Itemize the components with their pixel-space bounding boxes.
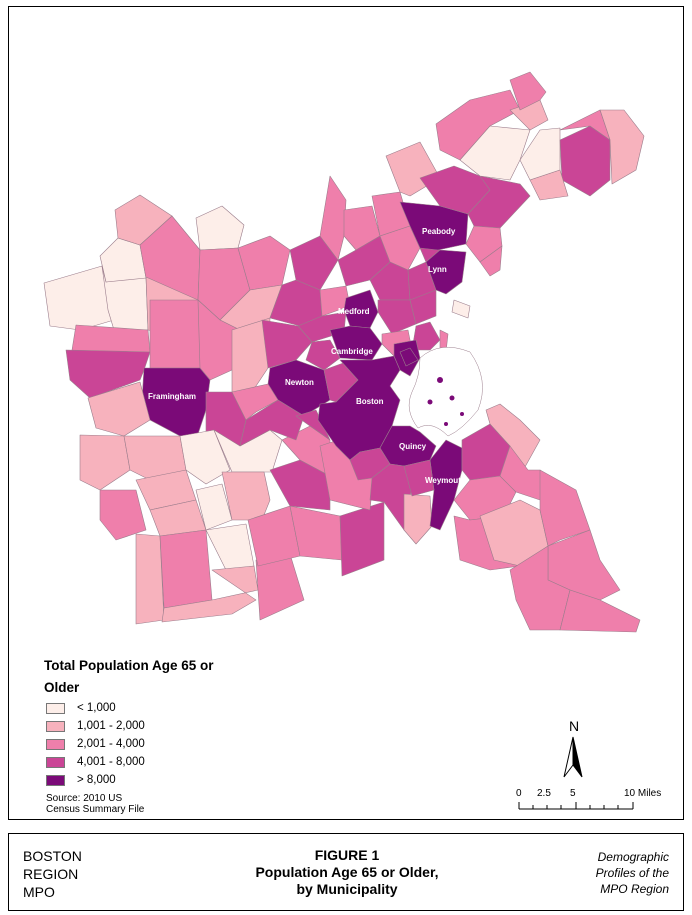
municipality	[403, 459, 435, 497]
legend-classes: < 1,000 1,001 - 2,000 2,001 - 4,000 4,001 -…	[34, 699, 254, 789]
municipality	[559, 589, 641, 633]
org-name: BOSTON REGION MPO	[23, 847, 133, 901]
municipality	[399, 347, 419, 367]
municipality	[451, 299, 471, 319]
scale-tick-label: 5	[570, 788, 576, 799]
subtitle-line: MPO Region	[600, 882, 669, 896]
org-line: REGION	[23, 866, 79, 882]
legend-label: 2,001 - 4,000	[77, 738, 145, 750]
municipality-framingham	[141, 367, 211, 441]
municipality	[195, 205, 245, 251]
municipality	[43, 265, 115, 331]
municipality	[377, 299, 417, 335]
label-medford: Medford	[338, 307, 370, 316]
municipality	[465, 225, 503, 263]
municipality	[239, 399, 305, 447]
municipality	[559, 125, 611, 197]
legend-row: 4,001 - 8,000	[46, 753, 254, 771]
legend-swatch	[46, 720, 65, 732]
legend-label: < 1,000	[77, 702, 116, 714]
municipality	[485, 403, 541, 477]
scale-tick-label: 0	[516, 788, 522, 799]
north-arrow-icon: N	[563, 719, 583, 778]
legend-row: < 1,000	[46, 699, 254, 717]
label-newton: Newton	[285, 378, 314, 387]
north-label: N	[569, 719, 579, 734]
harbor-island	[460, 412, 464, 416]
figure-title: FIGURE 1 Population Age 65 or Older, by …	[179, 847, 515, 898]
municipality	[403, 493, 433, 545]
legend-swatch	[46, 774, 65, 786]
municipality	[409, 289, 437, 325]
harbor-island	[444, 422, 448, 426]
legend-swatch	[46, 702, 65, 714]
source-note: Source: 2010 US Census Summary File	[46, 793, 206, 815]
scale-bar: 0 2.5 5 10 Miles	[516, 788, 661, 810]
municipality	[435, 89, 521, 161]
legend-swatch	[46, 756, 65, 768]
label-lynn: Lynn	[428, 265, 447, 274]
municipality	[159, 529, 213, 609]
municipality	[99, 489, 147, 541]
legend-label: > 8,000	[77, 774, 116, 786]
municipality	[135, 533, 165, 625]
municipality	[79, 434, 131, 491]
subtitle-line: Profiles of the	[595, 866, 669, 880]
legend-label: 1,001 - 2,000	[77, 720, 145, 732]
municipality	[289, 235, 339, 291]
municipality	[519, 127, 561, 181]
figure-title-line: Population Age 65 or Older,	[255, 864, 439, 880]
report-subtitle: Demographic Profiles of the MPO Region	[499, 849, 669, 897]
municipality	[539, 469, 591, 547]
label-cambridge: Cambridge	[331, 347, 373, 356]
figure-title-line: by Municipality	[296, 881, 398, 897]
legend-row: 2,001 - 4,000	[46, 735, 254, 753]
label-framingham: Framingham	[148, 392, 196, 401]
municipality	[205, 523, 255, 571]
org-line: MPO	[23, 884, 55, 900]
municipality	[237, 235, 291, 291]
label-weymouth: Weymouth	[425, 476, 466, 485]
label-peabody: Peabody	[422, 227, 456, 236]
municipality	[221, 471, 271, 521]
municipality	[479, 245, 503, 277]
scale-tick-label: 2.5	[537, 788, 551, 799]
legend-row: 1,001 - 2,000	[46, 717, 254, 735]
source-line: Source: 2010 US	[46, 793, 123, 804]
figure-number: FIGURE 1	[314, 847, 380, 863]
label-boston: Boston	[356, 397, 384, 406]
harbor-island	[427, 399, 433, 405]
map-legend: Total Population Age 65 or Older < 1,000…	[34, 655, 254, 815]
municipality	[509, 71, 547, 111]
label-quincy: Quincy	[399, 442, 427, 451]
harbor-island	[449, 395, 455, 401]
boston-harbor-water	[408, 346, 483, 437]
municipality	[529, 169, 569, 201]
municipality	[231, 383, 279, 421]
municipality	[339, 501, 385, 577]
municipality	[87, 381, 151, 437]
subtitle-line: Demographic	[597, 850, 669, 864]
legend-title: Total Population Age 65 or Older	[44, 658, 214, 695]
legend-row: > 8,000	[46, 771, 254, 789]
org-line: BOSTON	[23, 848, 82, 864]
legend-label: 4,001 - 8,000	[77, 756, 145, 768]
municipality	[379, 225, 421, 271]
municipality	[179, 429, 231, 485]
harbor-island	[437, 377, 443, 383]
source-line: Census Summary File	[46, 804, 145, 815]
municipality	[261, 319, 313, 369]
choropleth-map: Peabody Lynn Medford Cambridge Newton Fr…	[43, 71, 645, 633]
municipality	[295, 409, 331, 441]
legend-swatch	[46, 738, 65, 750]
scale-tick-label: 10 Miles	[624, 788, 661, 799]
municipality	[559, 109, 611, 141]
title-block: BOSTON REGION MPO FIGURE 1 Population Ag…	[8, 833, 684, 911]
municipality	[305, 339, 341, 371]
municipality	[161, 565, 259, 623]
